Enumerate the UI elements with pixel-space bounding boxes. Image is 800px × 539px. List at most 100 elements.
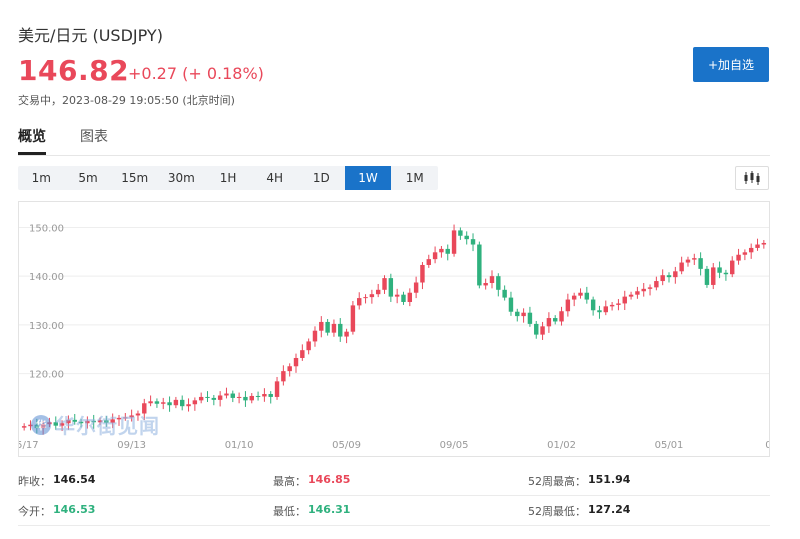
- period-1w[interactable]: 1W: [344, 166, 392, 190]
- candle-body: [123, 417, 128, 419]
- candle-body: [21, 426, 27, 428]
- candle-body: [319, 321, 324, 331]
- candle-body: [609, 304, 615, 307]
- candle-body: [578, 292, 583, 296]
- candle-body: [685, 259, 691, 263]
- trading-status: 交易中，2023-08-29 19:05:50 (北京时间): [18, 94, 235, 107]
- candle-body: [281, 371, 286, 382]
- candle-body: [375, 289, 381, 295]
- candlestick-chart-svg: 150.00 140.00 130.00 120.00 05/17 09/13 01/10 0…: [19, 223, 770, 451]
- candle-body: [217, 395, 223, 400]
- candle-body: [413, 282, 419, 293]
- candle-body: [262, 394, 267, 397]
- x-tick-label: 05/09: [332, 440, 361, 451]
- candle-body: [401, 294, 406, 302]
- add-watchlist-button[interactable]: +加自选: [693, 47, 769, 82]
- candle-body: [723, 272, 729, 275]
- period-1mo[interactable]: 1M: [405, 171, 424, 185]
- instrument-title: 美元/日元 (USDJPY): [18, 26, 163, 45]
- period-1d[interactable]: 1D: [312, 171, 330, 185]
- candle-body: [559, 311, 564, 322]
- open-value: 146.53: [53, 503, 96, 516]
- tab-chart[interactable]: 图表: [80, 129, 108, 145]
- candle-body: [66, 419, 71, 424]
- prev-close-stat: 昨收： 146.54: [18, 473, 95, 489]
- prev-close-value: 146.54: [53, 473, 96, 486]
- candle-body: [154, 401, 160, 404]
- candle-body: [527, 312, 533, 324]
- wk52-low-value: 127.24: [588, 503, 631, 516]
- stats-row-1: 昨收： 146.54 最高： 146.85 52周最高： 151.94: [18, 466, 770, 496]
- period-1m[interactable]: 1m: [31, 171, 51, 185]
- wk52-high-label: 52周最高：: [528, 475, 586, 488]
- candle-body: [53, 422, 58, 426]
- candle-body: [167, 402, 172, 406]
- candle-body: [179, 399, 185, 407]
- candle-body: [148, 401, 153, 404]
- candle-body: [110, 419, 115, 423]
- candle-body: [679, 262, 684, 272]
- period-15m[interactable]: 15m: [121, 171, 149, 185]
- high-stat: 最高： 146.85: [273, 473, 350, 489]
- candle-body: [173, 399, 179, 406]
- candle-body: [628, 294, 634, 297]
- y-tick-label: 130.00: [29, 321, 64, 332]
- candle-body: [255, 395, 261, 397]
- x-tick-label: 05/17: [19, 440, 39, 451]
- current-price: 146.82: [18, 54, 130, 87]
- candle-body: [135, 413, 141, 416]
- low-label: 最低：: [273, 505, 306, 518]
- candle-body: [382, 278, 387, 290]
- wk52-high-stat: 52周最高： 151.94: [528, 473, 630, 489]
- candle-body: [540, 326, 545, 335]
- candle-body: [91, 420, 96, 423]
- candle-body: [312, 330, 318, 342]
- candle-body: [483, 282, 488, 286]
- wk52-low-stat: 52周最低： 127.24: [528, 503, 630, 519]
- high-value: 146.85: [308, 473, 351, 486]
- candle-body: [388, 278, 394, 297]
- candle-body: [717, 267, 722, 273]
- candle-body: [666, 275, 672, 278]
- candle-body: [730, 260, 735, 275]
- candle-body: [192, 400, 198, 405]
- x-tick-label: 08/2: [765, 440, 770, 451]
- period-5m[interactable]: 5m: [78, 171, 98, 185]
- candle-body: [464, 235, 469, 240]
- candle-body: [622, 296, 627, 304]
- candle-body: [432, 252, 438, 260]
- candle-body: [331, 323, 337, 333]
- candle-body: [129, 415, 134, 418]
- candle-body: [673, 271, 678, 278]
- period-4h[interactable]: 4H: [266, 171, 284, 185]
- x-tick-label: 01/02: [547, 440, 576, 451]
- tab-bar: 概览 图表: [18, 126, 770, 156]
- open-label: 今开：: [18, 505, 51, 518]
- candle-body: [161, 402, 166, 404]
- candle-body: [236, 396, 242, 398]
- tab-overview[interactable]: 概览: [18, 129, 46, 145]
- chart-type-button[interactable]: [735, 166, 769, 190]
- open-stat: 今开： 146.53: [18, 503, 95, 519]
- candle-body: [496, 276, 501, 290]
- period-30m[interactable]: 30m: [167, 171, 195, 185]
- candle-body: [28, 424, 33, 427]
- candle-body: [306, 341, 311, 351]
- candle-body: [647, 287, 653, 289]
- price-chart[interactable]: 150.00 140.00 130.00 120.00 05/17 09/13 01/10 0…: [18, 201, 770, 457]
- candle-body: [704, 268, 710, 285]
- candle-body: [72, 419, 77, 422]
- low-stat: 最低： 146.31: [273, 503, 350, 519]
- price-change: +0.27 (+ 0.18%): [128, 64, 264, 83]
- candle-body: [338, 323, 343, 337]
- candle-body: [711, 267, 716, 285]
- candle-body: [736, 254, 741, 261]
- candle-body: [698, 258, 703, 269]
- candle-body: [451, 230, 457, 254]
- candle-body: [357, 298, 362, 306]
- period-1h[interactable]: 1H: [219, 171, 237, 185]
- candle-body: [590, 299, 596, 311]
- y-tick-label: 140.00: [29, 272, 64, 283]
- candle-body: [350, 305, 356, 332]
- candle-body: [552, 318, 558, 322]
